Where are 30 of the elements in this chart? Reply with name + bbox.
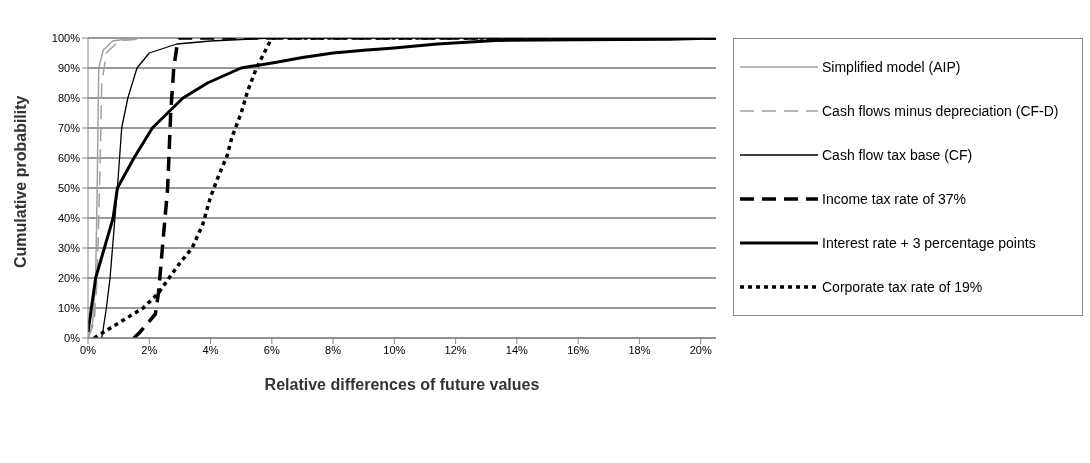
y-tick-label: 90% bbox=[57, 61, 81, 74]
text: Income tax rate of 37% bbox=[822, 191, 966, 207]
text: Interest rate + 3 percentage points bbox=[822, 235, 1036, 251]
y-tick-label: 50% bbox=[57, 181, 81, 194]
x-tick-label: 20% bbox=[689, 343, 712, 356]
x-tick-label: 14% bbox=[505, 343, 529, 356]
y-tick-label: 60% bbox=[57, 151, 81, 164]
y-tick-label: 100% bbox=[51, 31, 81, 44]
x-tick-label: 0% bbox=[80, 343, 97, 356]
x-tick-label: 12% bbox=[444, 343, 467, 356]
y-tick-label: 20% bbox=[57, 271, 81, 284]
y-tick-label: 80% bbox=[57, 91, 81, 104]
x-tick-label: 2% bbox=[141, 343, 158, 356]
y-tick-label: 0% bbox=[64, 331, 81, 344]
x-tick-label: 8% bbox=[325, 343, 342, 356]
x-tick-label: 18% bbox=[628, 343, 651, 356]
y-axis-title: Cumulative probability bbox=[11, 95, 29, 268]
x-tick-label: 10% bbox=[383, 343, 406, 356]
x-tick-label: 6% bbox=[263, 343, 280, 356]
y-tick-label: 10% bbox=[57, 301, 81, 314]
y-tick-label: 40% bbox=[57, 211, 81, 224]
y-tick-label: 70% bbox=[57, 121, 81, 134]
text: Corporate tax rate of 19% bbox=[822, 279, 983, 295]
y-tick-label: 30% bbox=[57, 241, 81, 254]
text: Cash flows minus depreciation (CF-D) bbox=[822, 103, 1059, 119]
x-axis-title: Relative differences of future values bbox=[264, 376, 540, 393]
x-tick-label: 16% bbox=[567, 343, 590, 356]
text: Simplified model (AIP) bbox=[822, 59, 961, 75]
text: Cash flow tax base (CF) bbox=[822, 147, 973, 163]
x-tick-label: 4% bbox=[202, 343, 219, 356]
